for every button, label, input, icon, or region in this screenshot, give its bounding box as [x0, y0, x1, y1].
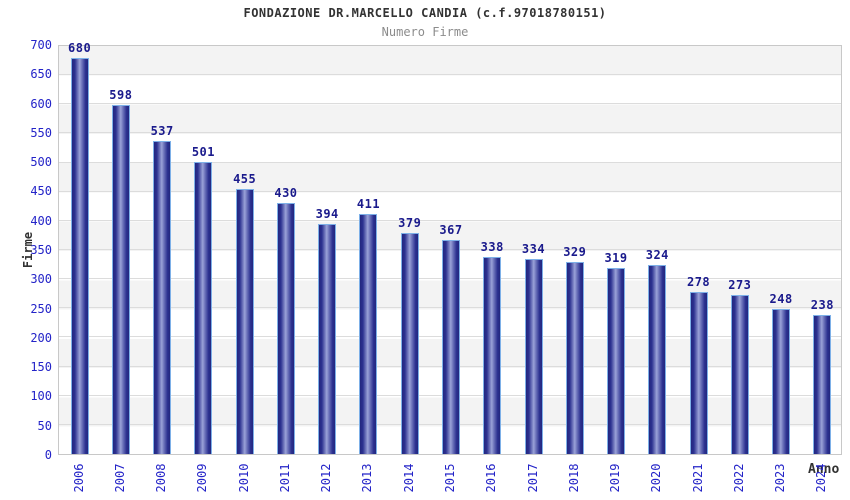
bar-value-label: 338 — [480, 240, 504, 254]
x-tick-label-2019: 2019 — [608, 463, 623, 493]
y-tick-label: 100 — [30, 389, 52, 404]
bar-value-label: 537 — [150, 124, 174, 139]
y-tick-label: 350 — [30, 243, 52, 257]
bar-2023 — [772, 309, 791, 454]
gridline — [59, 161, 841, 163]
bar-value-label: 319 — [604, 251, 628, 266]
x-tick-label-2012: 2012 — [319, 463, 334, 493]
bar-2018 — [565, 262, 584, 454]
gridline — [59, 190, 841, 192]
y-tick-label: 400 — [30, 213, 52, 228]
bar-value-label: 379 — [398, 216, 422, 231]
plot-area: 680 598 537 501 455 430 394 411 379 367 338 334 329 3… — [58, 40, 842, 455]
bar-value-label: 248 — [769, 292, 793, 307]
x-tick-label-2014: 2014 — [401, 463, 416, 493]
bar-2007 — [111, 105, 130, 454]
bar-2006 — [70, 57, 89, 454]
bar-value-label: 411 — [356, 197, 381, 212]
x-tick-label-2008: 2008 — [154, 463, 169, 493]
bar-value-label: 324 — [645, 248, 669, 263]
x-tick-label-2016: 2016 — [484, 463, 499, 493]
x-tick-label-2009: 2009 — [195, 463, 210, 493]
bar-2009 — [194, 162, 213, 454]
bar-2013 — [359, 214, 378, 454]
x-tick-label-2021: 2021 — [690, 463, 705, 493]
x-tick-label-2017: 2017 — [525, 463, 540, 493]
y-tick-label: 0 — [44, 448, 52, 462]
bar-2017 — [524, 259, 543, 454]
bar-2008 — [153, 141, 172, 454]
y-tick-label: 300 — [30, 272, 52, 287]
x-tick-label-2022: 2022 — [731, 463, 746, 493]
x-tick-label-2006: 2006 — [71, 463, 86, 493]
y-tick-label: 150 — [30, 360, 52, 375]
bar-2010 — [235, 188, 254, 454]
bar-2019 — [607, 268, 626, 454]
bar-2011 — [276, 203, 295, 454]
bar-2021 — [689, 291, 708, 454]
x-tick-label-2013: 2013 — [360, 463, 375, 493]
bar-value-label: 680 — [68, 40, 92, 55]
bar-2024 — [813, 315, 832, 454]
x-tick-label-2015: 2015 — [443, 463, 457, 493]
y-tick-label: 600 — [30, 96, 52, 111]
gridline — [59, 103, 841, 105]
y-tick-label: 550 — [30, 125, 52, 140]
bar-value-label: 334 — [521, 242, 546, 257]
bar-2020 — [648, 265, 667, 454]
bar-2022 — [730, 294, 749, 454]
gridline — [59, 132, 841, 134]
bar-2016 — [483, 257, 502, 454]
bar-value-label: 278 — [686, 274, 711, 289]
gridline — [59, 219, 841, 221]
gridline — [59, 74, 841, 76]
x-tick-label-2020: 2020 — [649, 463, 664, 493]
bar-value-label: 367 — [439, 223, 463, 238]
bar-value-label: 238 — [810, 298, 834, 313]
bar-2014 — [400, 233, 419, 454]
bar-value-label: 394 — [315, 207, 339, 222]
bar-value-label: 501 — [191, 145, 215, 159]
bar-value-label: 598 — [109, 88, 133, 103]
x-tick-label-2010: 2010 — [236, 463, 251, 493]
x-tick-label-2011: 2011 — [277, 463, 292, 493]
y-tick-label: 650 — [30, 67, 52, 82]
chart-subtitle: Numero Firme — [381, 25, 469, 39]
y-tick-label: 700 — [30, 38, 52, 52]
x-tick-label-2023: 2023 — [773, 463, 788, 493]
chart-title: FONDAZIONE DR.MARCELLO CANDIA (c.f.97018… — [243, 6, 607, 20]
x-axis-label: Anno — [808, 462, 840, 477]
x-tick-label-2018: 2018 — [566, 463, 581, 493]
bar-value-label: 430 — [274, 186, 298, 201]
y-tick-label: 450 — [30, 184, 52, 199]
bar-2015 — [442, 240, 460, 454]
y-tick-label: 50 — [37, 418, 52, 433]
y-tick-label: 500 — [30, 155, 52, 170]
x-tick-label-2007: 2007 — [112, 463, 127, 493]
bar-2012 — [318, 224, 337, 454]
bar-value-label: 455 — [233, 171, 257, 186]
y-tick-label: 250 — [30, 301, 52, 316]
y-tick-label: 200 — [30, 330, 52, 345]
x-tick-label-2024: 2024 — [814, 463, 829, 493]
bar-value-label: 273 — [728, 277, 752, 292]
bar-value-label: 329 — [563, 245, 587, 260]
